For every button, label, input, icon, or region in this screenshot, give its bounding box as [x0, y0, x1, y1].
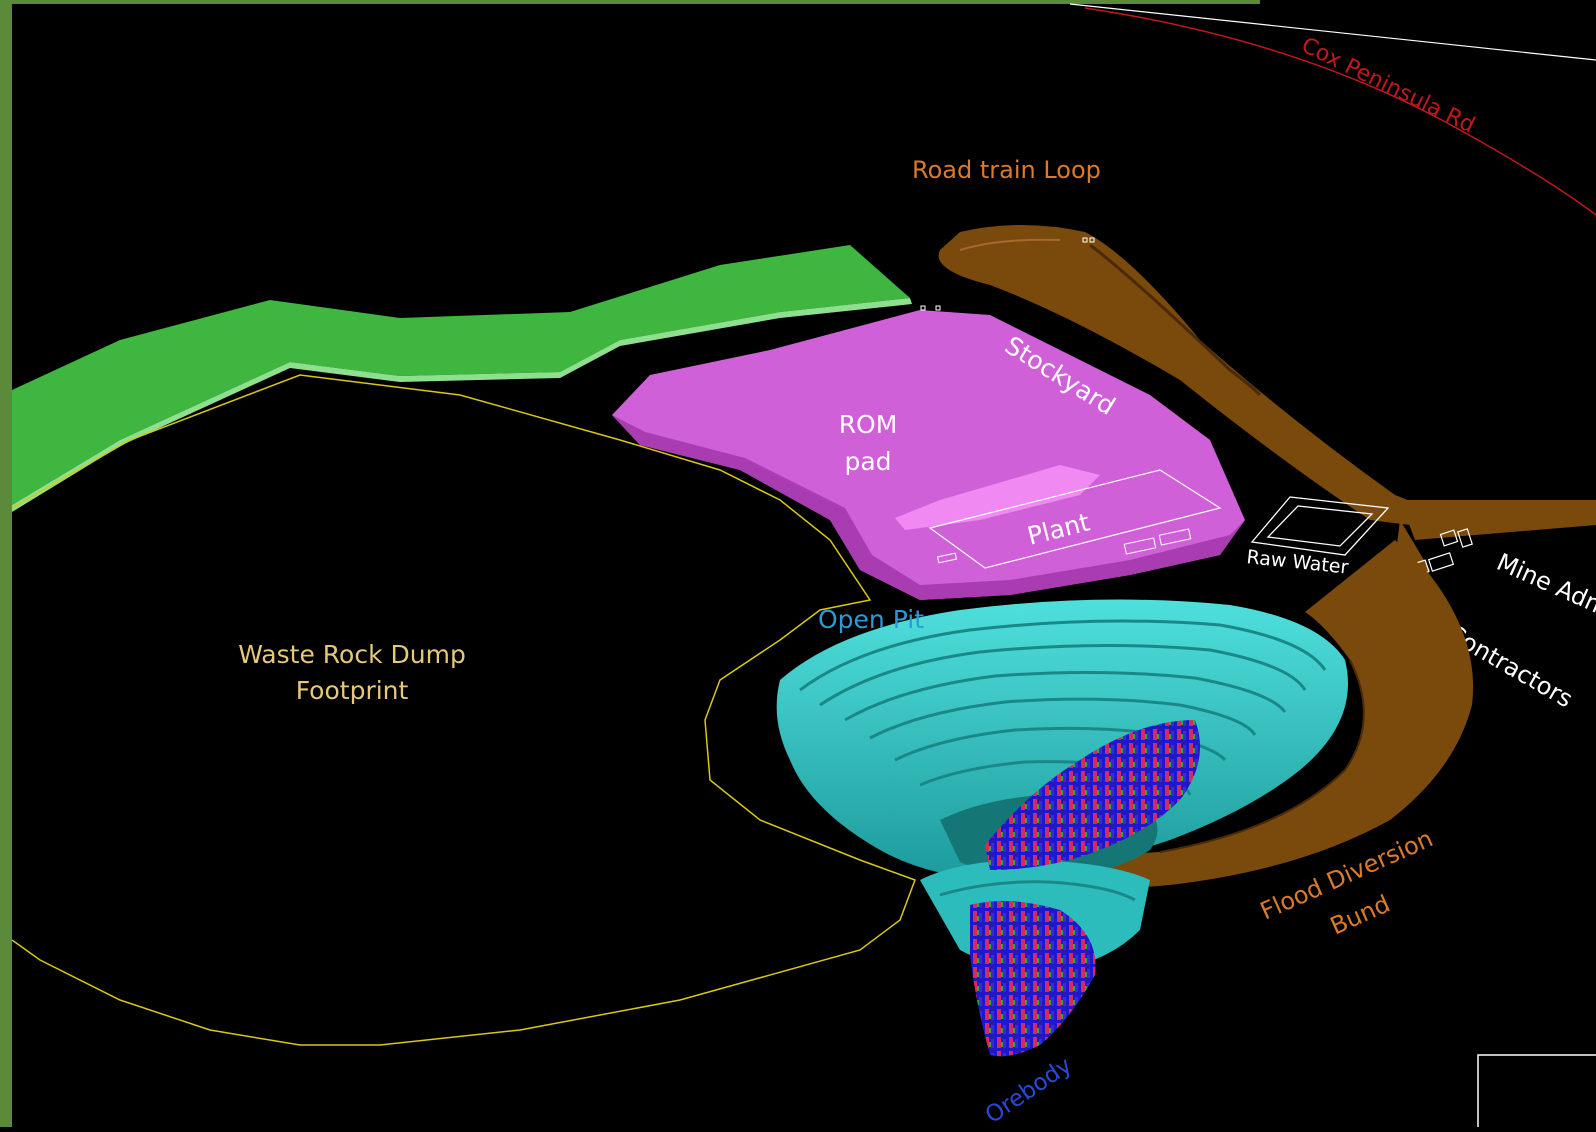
plant-outline [928, 469, 1222, 569]
waste-rock-dump-outline [11, 374, 916, 1046]
small-markers [920, 237, 1095, 311]
green-strip [12, 245, 912, 512]
open-pit-label: Open Pit [818, 605, 924, 634]
rom-pad-label-line2: pad [844, 447, 891, 476]
frame-left-border [0, 0, 12, 1127]
rom-pad-label-line1: ROM [839, 410, 898, 439]
rom-pad [612, 310, 1245, 600]
cox-peninsula-road [1069, 3, 1596, 216]
orebody [970, 720, 1200, 1057]
frame-top-border [0, 0, 1260, 4]
raw-water-pond [1250, 496, 1390, 556]
legend-box-corner [1477, 1054, 1596, 1127]
road-train-loop-label: Road train Loop [912, 156, 1101, 184]
flood-diversion-bund [935, 540, 1474, 902]
waste-rock-dump-label-line1: Waste Rock Dump [238, 640, 466, 669]
waste-rock-dump-label-line2: Footprint [296, 676, 409, 705]
